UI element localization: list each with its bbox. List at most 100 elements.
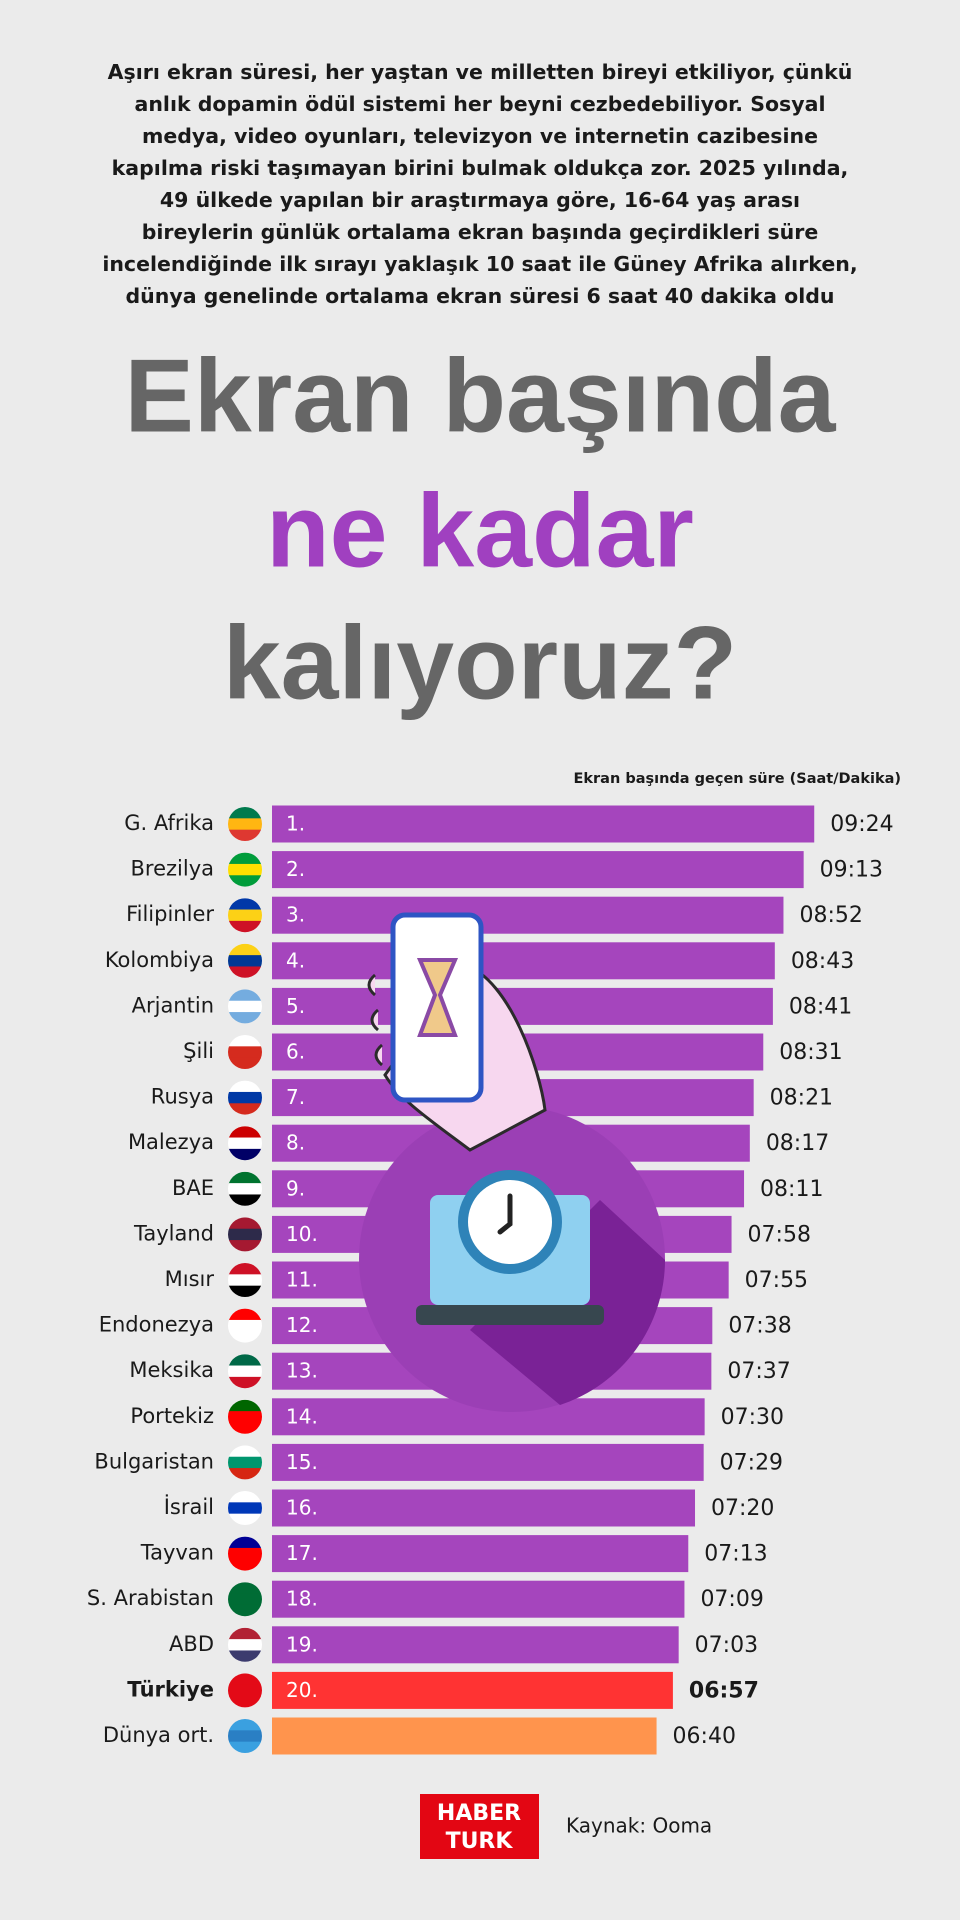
category-label: İsrail [164, 1494, 214, 1519]
category-label: Endonezya [99, 1313, 214, 1337]
category-label: Tayvan [140, 1541, 214, 1565]
intro-line: kapılma riski taşımayan birini bulmak ol… [112, 156, 849, 180]
rank-label: 6. [286, 1040, 305, 1064]
value-label: 09:13 [820, 858, 883, 883]
logo-box [420, 1794, 539, 1859]
rank-label: 5. [286, 994, 305, 1018]
category-label: G. Afrika [124, 811, 214, 835]
rank-label: 8. [286, 1131, 305, 1155]
rank-label: 18. [286, 1587, 318, 1611]
rank-label: 15. [286, 1450, 318, 1474]
category-label: Dünya ort. [103, 1723, 214, 1747]
flag-stripe [228, 1194, 262, 1206]
flag-stripe [228, 1285, 262, 1297]
bar [272, 1489, 696, 1527]
flag-stripe [228, 1331, 262, 1343]
flag-stripe [228, 1103, 262, 1115]
logo-text: TURK [446, 1829, 514, 1854]
laptop-base [416, 1305, 604, 1325]
flag-stripe [228, 1547, 262, 1560]
value-label: 08:21 [770, 1086, 833, 1111]
flag-stripe [228, 1399, 262, 1412]
logo-text: HABER [437, 1801, 521, 1826]
clock-hands [497, 1193, 513, 1235]
bar [272, 1580, 685, 1618]
rank-label: 7. [286, 1085, 305, 1109]
value-label: 07:13 [704, 1542, 767, 1567]
flag-stripe [228, 1263, 262, 1275]
flag-stripe [228, 1627, 262, 1640]
fingers [367, 973, 384, 1067]
category-label: Brezilya [131, 857, 215, 881]
flag-stripe [228, 818, 262, 831]
value-label: 06:40 [673, 1724, 736, 1749]
value-label: 07:29 [720, 1450, 783, 1475]
category-label: Tayland [133, 1221, 214, 1245]
category-label: Malezya [128, 1130, 214, 1154]
bar [272, 1671, 673, 1709]
flag-stripe [228, 1582, 262, 1595]
rank-label: 4. [286, 948, 305, 972]
flag-stripe [228, 1126, 262, 1139]
headline: ne kadar [266, 473, 694, 589]
flag-stripe [228, 1491, 262, 1503]
value-label: 08:41 [789, 994, 852, 1019]
flag-stripe [228, 966, 262, 978]
value-label: 07:30 [721, 1405, 784, 1430]
headline: Ekran başında [125, 338, 837, 454]
flag-stripe [228, 1171, 262, 1184]
flag-stripe [228, 1650, 262, 1662]
flag-stripe [228, 898, 262, 911]
flag-stripe [228, 1593, 262, 1606]
bar [272, 805, 815, 843]
category-label: Portekiz [130, 1404, 214, 1428]
category-label: ABD [169, 1632, 214, 1656]
bar [272, 987, 773, 1025]
rank-label: 17. [286, 1541, 318, 1565]
intro-line: 49 ülkede yapılan bir araştırmaya göre, … [160, 188, 800, 212]
flag-stripe [228, 1217, 262, 1230]
bar [272, 851, 804, 889]
flag-stripe [228, 955, 262, 967]
flag-stripe [228, 1513, 262, 1525]
flag-stripe [228, 829, 262, 841]
rank-label: 3. [286, 903, 305, 927]
flag-stripe [228, 1354, 262, 1367]
hourglass [416, 958, 459, 1037]
category-label: Filipinler [126, 902, 214, 926]
rank-label: 20. [286, 1678, 318, 1702]
flag-stripe [228, 1684, 262, 1697]
bar [272, 1717, 657, 1755]
flag-stripe [228, 1057, 262, 1069]
category-label: Meksika [129, 1358, 214, 1382]
flag-stripe [228, 1274, 262, 1287]
flag-stripe [228, 1012, 262, 1024]
axis-title: Ekran başında geçen süre (Saat/Dakika) [573, 771, 901, 787]
flag-stripe [228, 920, 262, 933]
category-label: Türkiye [127, 1677, 214, 1701]
flag-stripe [228, 875, 262, 887]
flag-stripe [228, 863, 262, 876]
flag-stripe [228, 1376, 262, 1389]
illustration [359, 912, 665, 1412]
flag-stripe [228, 1502, 262, 1515]
flag-stripe [228, 1091, 262, 1104]
flag-stripe [228, 1365, 262, 1378]
flag-stripe [228, 1422, 262, 1434]
value-label: 07:37 [727, 1359, 790, 1384]
category-label: Şili [183, 1039, 214, 1063]
rank-label: 1. [286, 812, 305, 836]
intro-line: Aşırı ekran süresi, her yaştan ve millet… [108, 60, 853, 84]
value-label: 06:57 [689, 1678, 759, 1703]
flag-stripe [228, 1240, 262, 1252]
flag-stripe [228, 852, 262, 865]
value-label: 08:17 [766, 1131, 829, 1156]
value-label: 08:52 [799, 903, 862, 928]
flag-stripe [228, 1741, 262, 1753]
intro-line: incelendiğinde ilk sırayı yaklaşık 10 sa… [102, 252, 857, 276]
value-label: 07:20 [711, 1496, 774, 1521]
value-label: 07:55 [745, 1268, 808, 1293]
value-label: 07:58 [748, 1222, 811, 1247]
flag-stripe [228, 1456, 262, 1469]
flag-stripe [228, 1445, 262, 1458]
